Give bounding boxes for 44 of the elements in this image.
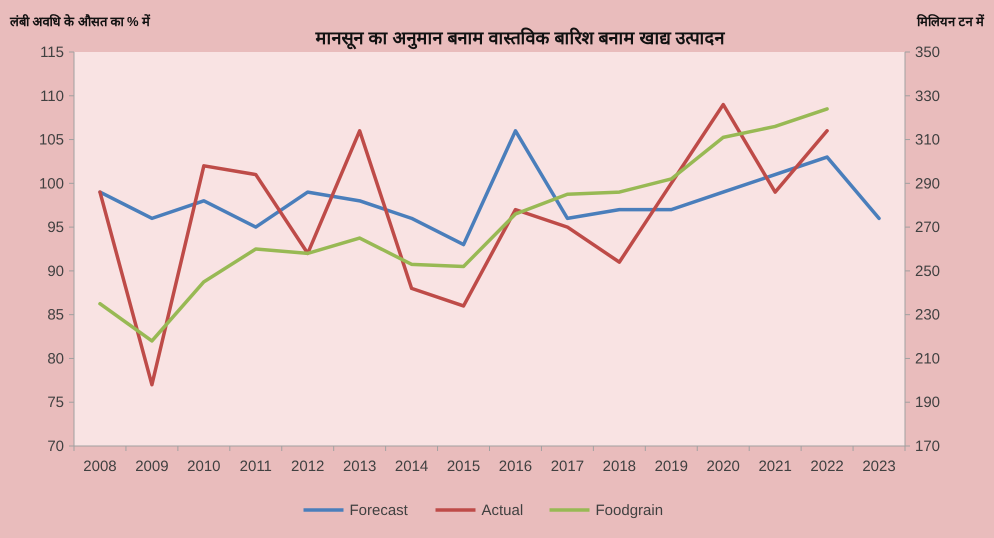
x-tick-label: 2012 [291,458,324,475]
y-tick-label: 105 [38,132,64,149]
x-tick-label: 2013 [342,458,376,475]
x-tick-label: 2014 [394,458,428,475]
x-tick-label: 2015 [446,458,480,475]
y2-tick-label: 230 [915,306,940,324]
y-tick-label: 100 [38,175,64,192]
x-tick-label: 2010 [187,458,221,475]
y2-tick-label: 270 [915,219,940,236]
legend-label: Actual [482,502,524,519]
x-tick-label: 2017 [550,458,584,475]
line-series [98,102,829,386]
x-tick-label: 2018 [602,458,636,475]
y2-tick-label: 330 [915,88,940,105]
x-tick-label: 2022 [810,458,844,475]
legend-label: Forecast [350,502,409,519]
y2-tick-label: 250 [915,262,940,280]
x-tick-label: 2008 [83,458,117,475]
y2-tick-label: 290 [915,175,940,192]
y2-tick-label: 350 [915,44,940,61]
y-axis-title: लंबी अवधि के औसत का % में [9,14,152,29]
y-tick-label: 75 [47,394,64,412]
x-tick-label: 2023 [862,458,896,475]
y2-tick-label: 210 [915,350,940,368]
y-tick-label: 85 [47,306,64,324]
y-tick-label: 115 [40,44,64,61]
y2-tick-label: 190 [915,394,940,412]
legend-label: Foodgrain [596,502,664,519]
y2-axis-title: मिलियन टन में [916,14,985,29]
line-series [98,107,829,343]
y-tick-label: 95 [47,219,64,236]
x-tick-label: 2009 [135,458,169,475]
y2-tick-label: 310 [915,132,940,149]
x-tick-label: 2020 [706,458,740,475]
chart-title: मानसून का अनुमान बनाम वास्तविक बारिश बनाम खाद्य उत्पादन [314,27,726,50]
x-tick-label: 2019 [654,458,688,475]
x-tick-label: 2011 [240,458,272,475]
y-tick-label: 110 [40,88,64,105]
y-tick-label: 90 [47,262,64,280]
y-tick-label: 70 [47,438,64,455]
x-tick-label: 2021 [758,458,792,475]
y-tick-label: 80 [47,350,64,368]
x-tick-label: 2016 [498,458,532,475]
y2-tick-label: 170 [915,438,940,455]
